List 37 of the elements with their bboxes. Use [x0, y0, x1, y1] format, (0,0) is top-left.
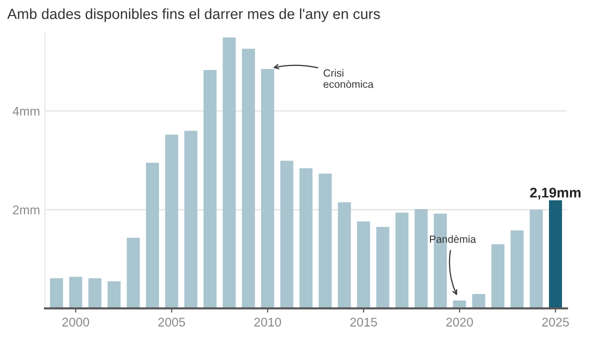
y-tick-label: 2mm — [12, 205, 40, 214]
x-tick-label: 2025 — [542, 318, 569, 327]
data-label: 2,19mm — [530, 188, 580, 200]
annotation: Pandèmia — [430, 235, 476, 243]
x-tick-label: 2005 — [158, 318, 186, 327]
annotation: Crisi econòmica — [324, 69, 374, 88]
bar — [338, 202, 351, 308]
x-tick-label: 2010 — [254, 318, 282, 327]
bar — [126, 238, 140, 308]
bar — [165, 134, 178, 308]
bar — [376, 226, 390, 308]
bar — [280, 160, 294, 308]
bar — [357, 222, 370, 308]
y-tick-label: 4mm — [12, 106, 40, 116]
bar — [146, 162, 159, 308]
bar — [69, 276, 82, 308]
bar — [108, 281, 121, 308]
bar — [510, 230, 524, 308]
bar — [261, 69, 274, 308]
bar — [548, 200, 562, 308]
bar — [50, 278, 64, 308]
chart-title: Amb dades disponibles fins el darrer mes de l'any en curs — [7, 8, 380, 22]
bar — [395, 212, 408, 308]
x-tick-label: 2015 — [350, 318, 377, 327]
bar — [318, 174, 332, 308]
x-tick-label: 2020 — [446, 318, 473, 327]
bar — [414, 209, 428, 308]
bar — [530, 210, 543, 308]
bar — [472, 294, 486, 308]
bar — [222, 37, 236, 308]
bar — [242, 48, 255, 308]
bar — [88, 278, 102, 308]
bar — [184, 130, 198, 308]
bar — [491, 244, 504, 308]
bar — [204, 70, 217, 308]
x-tick-label: 2000 — [62, 318, 90, 327]
bar — [299, 168, 313, 308]
